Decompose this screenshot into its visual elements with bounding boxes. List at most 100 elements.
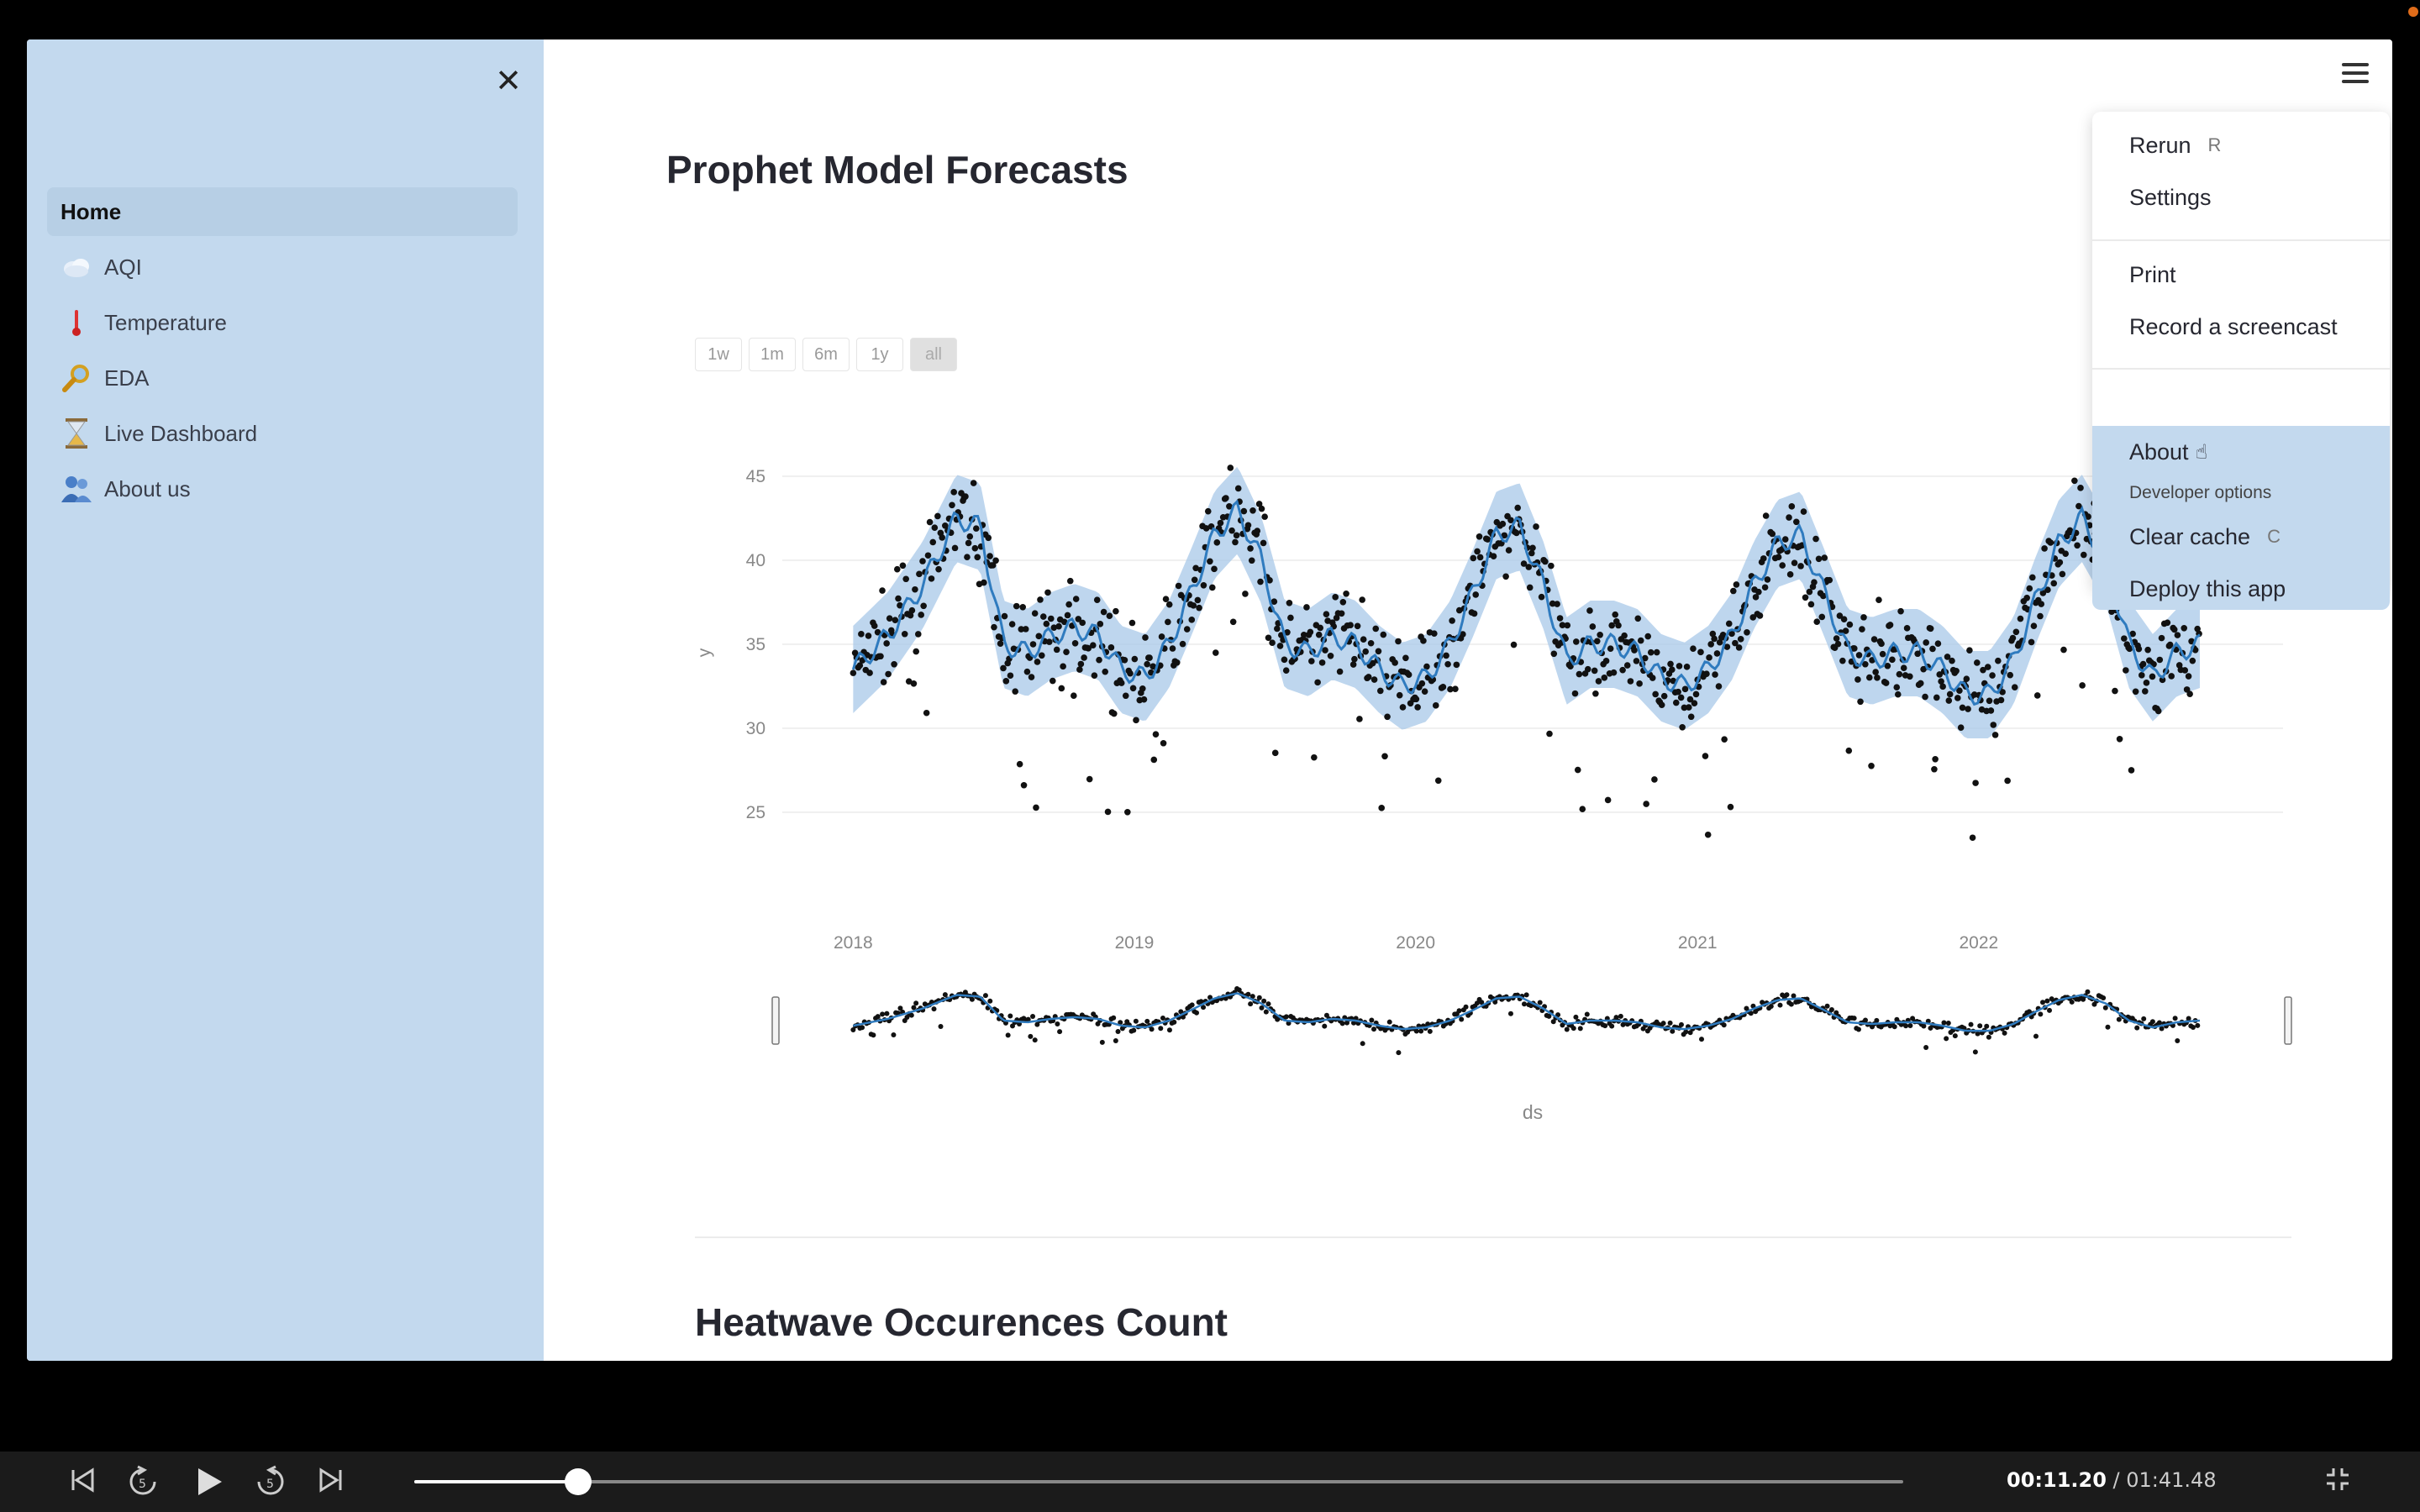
observed-point: [1144, 660, 1150, 668]
menu-item-clear-cache[interactable]: Clear cache C: [2092, 512, 2390, 562]
observed-point: [2028, 638, 2035, 646]
menu-item-about-highlight: [2092, 426, 2390, 478]
range-slider-point: [1670, 1028, 1676, 1034]
skip-back-button[interactable]: [66, 1465, 99, 1499]
observed-point: [2074, 542, 2081, 549]
observed-point: [1602, 658, 1610, 664]
forecast-chart[interactable]: 25 30 35 40 45 y 2018 2019 2020 2021 2022 ds: [544, 39, 2392, 1157]
observed-point: [1359, 596, 1365, 603]
observed-point: [1704, 831, 1712, 838]
sidebar-item-temperature[interactable]: Temperature: [47, 298, 518, 347]
observed-point: [1191, 576, 1198, 584]
range-button-1w[interactable]: 1w: [695, 338, 742, 371]
observed-point: [1317, 624, 1323, 632]
observed-point: [1129, 685, 1137, 692]
observed-point: [1647, 648, 1655, 656]
range-slider-point: [1791, 993, 1797, 999]
progress-bar[interactable]: [414, 1468, 1903, 1495]
sidebar-item-label: Live Dashboard: [104, 420, 258, 446]
close-sidebar-button[interactable]: ✕: [485, 58, 532, 105]
hamburger-icon: [2342, 63, 2369, 66]
range-slider-point: [1944, 1036, 1949, 1042]
observed-point: [1028, 674, 1035, 680]
observed-point: [1953, 668, 1960, 675]
observed-point: [1378, 805, 1386, 811]
range-slider-point: [1099, 1039, 1105, 1045]
range-slider-point: [1030, 1013, 1036, 1019]
sidebar-item-live-dashboard[interactable]: Live Dashboard: [47, 409, 518, 458]
main-menu-button[interactable]: [2335, 58, 2375, 92]
observed-point: [1502, 573, 1509, 580]
range-slider-point: [1198, 999, 1204, 1005]
observed-point: [1900, 664, 1907, 671]
range-button-6m[interactable]: 6m: [802, 338, 850, 371]
rewind-5-button[interactable]: 5: [126, 1465, 160, 1499]
observed-point: [2007, 671, 2014, 679]
menu-item-rerun[interactable]: Rerun R: [2092, 120, 2390, 171]
observed-point: [850, 669, 857, 676]
forward-5-button[interactable]: 5: [254, 1465, 287, 1499]
observed-point: [1556, 615, 1564, 622]
range-slider-point: [1180, 1014, 1186, 1020]
hamburger-icon-bar: [2342, 71, 2369, 75]
observed-point: [1868, 762, 1875, 769]
observed-point: [1434, 777, 1442, 785]
observed-point: [1192, 564, 1199, 572]
menu-item-print[interactable]: Print: [2092, 249, 2390, 300]
menu-item-settings[interactable]: Settings: [2092, 172, 2390, 223]
observed-point: [1190, 602, 1197, 609]
progress-handle[interactable]: [564, 1468, 592, 1495]
observed-point: [1146, 654, 1153, 661]
observed-point: [1286, 599, 1293, 606]
observed-point: [931, 524, 939, 532]
observed-point: [1889, 656, 1896, 664]
observed-point: [1845, 747, 1853, 754]
thermometer-icon: [60, 307, 92, 339]
menu-item-deploy-app[interactable]: Deploy this app: [2092, 564, 2390, 614]
observed-point: [1761, 584, 1769, 591]
observed-point: [1621, 632, 1628, 639]
range-slider-handle[interactable]: [2284, 996, 2292, 1045]
observed-point: [1505, 547, 1512, 554]
sidebar-item-about-us[interactable]: About us: [47, 465, 518, 513]
observed-point: [1034, 659, 1041, 665]
range-slider-point: [1903, 1023, 1909, 1029]
observed-point: [1762, 512, 1770, 519]
observed-point: [1008, 621, 1016, 627]
range-slider-point: [2105, 1024, 2111, 1030]
sidebar-item-home[interactable]: Home: [47, 187, 518, 236]
observed-point: [871, 622, 878, 629]
range-slider-handle[interactable]: [771, 996, 780, 1045]
observed-point: [1449, 617, 1455, 624]
sidebar-item-eda[interactable]: EDA: [47, 354, 518, 402]
observed-point: [1839, 657, 1846, 664]
observed-point: [2138, 672, 2145, 679]
exit-fullscreen-button[interactable]: [2321, 1465, 2354, 1499]
menu-item-about[interactable]: About ☝: [2092, 427, 2390, 477]
observed-point: [2041, 545, 2048, 552]
observed-point: [1652, 690, 1659, 698]
observed-point: [1959, 704, 1966, 711]
observed-point: [1949, 657, 1955, 664]
observed-point: [1019, 603, 1027, 611]
observed-point: [974, 554, 981, 561]
observed-point: [1439, 684, 1447, 690]
observed-point: [1476, 533, 1483, 540]
range-slider-point: [1248, 1001, 1254, 1007]
observed-point: [1035, 633, 1043, 640]
magnifier-icon: [60, 362, 92, 394]
sidebar-item-aqi[interactable]: AQI: [47, 243, 518, 291]
range-button-all[interactable]: all: [910, 338, 957, 371]
observed-point: [1075, 616, 1082, 622]
range-button-1m[interactable]: 1m: [749, 338, 796, 371]
observed-point: [1525, 564, 1533, 570]
menu-item-record-screencast[interactable]: Record a screencast: [2092, 302, 2390, 352]
observed-point: [1969, 834, 1976, 842]
range-button-1y[interactable]: 1y: [856, 338, 903, 371]
observed-point: [1000, 664, 1007, 672]
skip-forward-button[interactable]: [314, 1465, 348, 1499]
range-slider-point: [1007, 1013, 1013, 1019]
observed-point: [1932, 755, 1939, 763]
range-slider-point: [931, 1006, 937, 1012]
play-button[interactable]: [192, 1465, 225, 1499]
